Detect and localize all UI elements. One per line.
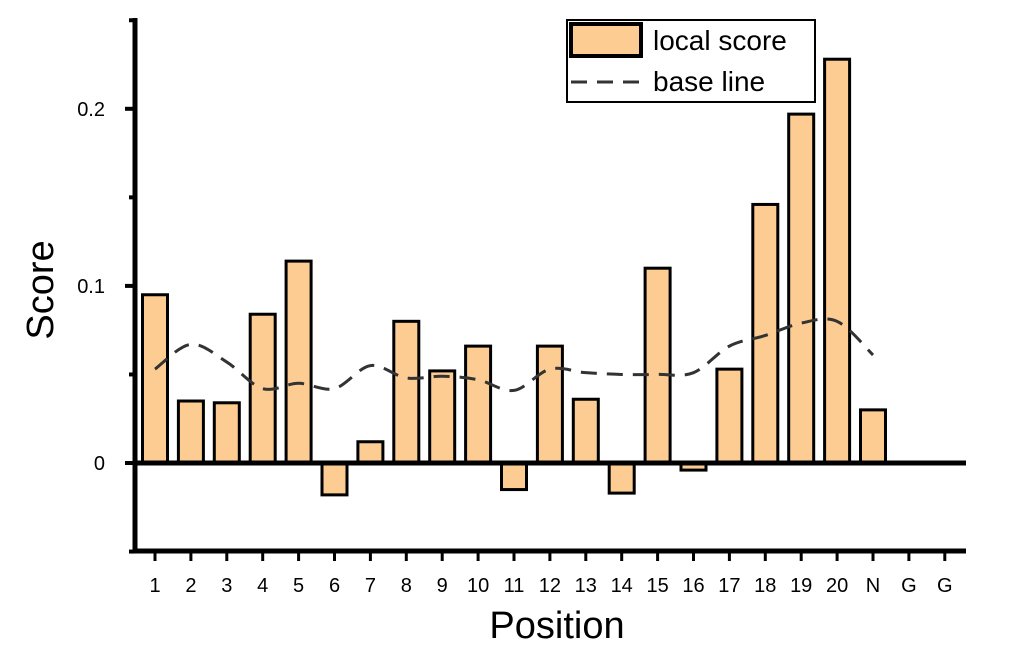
bar-12 (535, 344, 564, 465)
x-tick-label-14: 14 (611, 575, 633, 597)
x-tick-label-17: 17 (718, 575, 740, 597)
bar-11 (500, 461, 528, 492)
y-axis-title: Score (20, 240, 62, 339)
x-tick-label-4: 4 (257, 575, 268, 597)
bar-N (859, 408, 887, 465)
bar-9 (428, 369, 457, 465)
baseline-group (154, 317, 875, 393)
x-tick-label-18: 18 (754, 575, 776, 597)
x-tick-label-16: 16 (682, 575, 704, 597)
bar-8 (392, 319, 421, 465)
x-tick-labels: 1 2 3 4 5 6 7 8 9 10 11 12 13 14 15 16 17 18 19 20 N G G (149, 575, 952, 597)
x-axis-title: Position (489, 605, 624, 647)
legend-label-local-score: local score (653, 25, 787, 56)
legend-swatch-local-score (569, 22, 643, 58)
x-tick-label-12: 12 (539, 575, 561, 597)
x-tick-label-8: 8 (401, 575, 412, 597)
baseline-curve (154, 317, 875, 393)
x-tick-label-7: 7 (365, 575, 376, 597)
x-tick-label-9: 9 (437, 575, 448, 597)
x-tick-label-13: 13 (575, 575, 597, 597)
bar-18 (751, 202, 780, 465)
y-tick-label: 0 (94, 453, 105, 475)
bar-2 (176, 399, 205, 465)
bar-7 (356, 440, 385, 465)
y-tick-label: 0.1 (77, 276, 105, 298)
bar-20 (823, 57, 852, 465)
x-tick-label-G: G (901, 575, 917, 597)
x-tick-label-10: 10 (467, 575, 489, 597)
axes-group (125, 18, 966, 561)
bar-13 (571, 397, 600, 465)
x-tick-label-15: 15 (646, 575, 668, 597)
x-tick-label-3: 3 (221, 575, 232, 597)
x-tick-label-11: 11 (504, 575, 525, 597)
x-tick-label-N: N (866, 575, 880, 597)
legend-label-base-line: base line (653, 66, 765, 97)
x-tick-label-5: 5 (293, 575, 304, 597)
bar-3 (212, 401, 241, 465)
bars-group (141, 57, 887, 497)
bar-17 (715, 367, 744, 465)
x-tick-label-G: G (937, 575, 953, 597)
x-tick-label-19: 19 (790, 575, 812, 597)
legend: local score base line (566, 19, 816, 103)
bar-10 (464, 344, 493, 465)
x-tick-label-1: 1 (149, 575, 160, 597)
bar-15 (643, 266, 672, 465)
bar-6 (320, 461, 349, 497)
y-tick-label: 0.2 (77, 99, 105, 121)
y-tick-labels: 0 0.1 0.2 (77, 99, 105, 475)
x-tick-label-2: 2 (185, 575, 196, 597)
bar-19 (787, 112, 816, 465)
bar-1 (141, 293, 169, 465)
bar-5 (284, 259, 313, 465)
x-tick-label-6: 6 (329, 575, 340, 597)
bar-14 (607, 461, 636, 495)
x-tick-label-20: 20 (826, 575, 848, 597)
